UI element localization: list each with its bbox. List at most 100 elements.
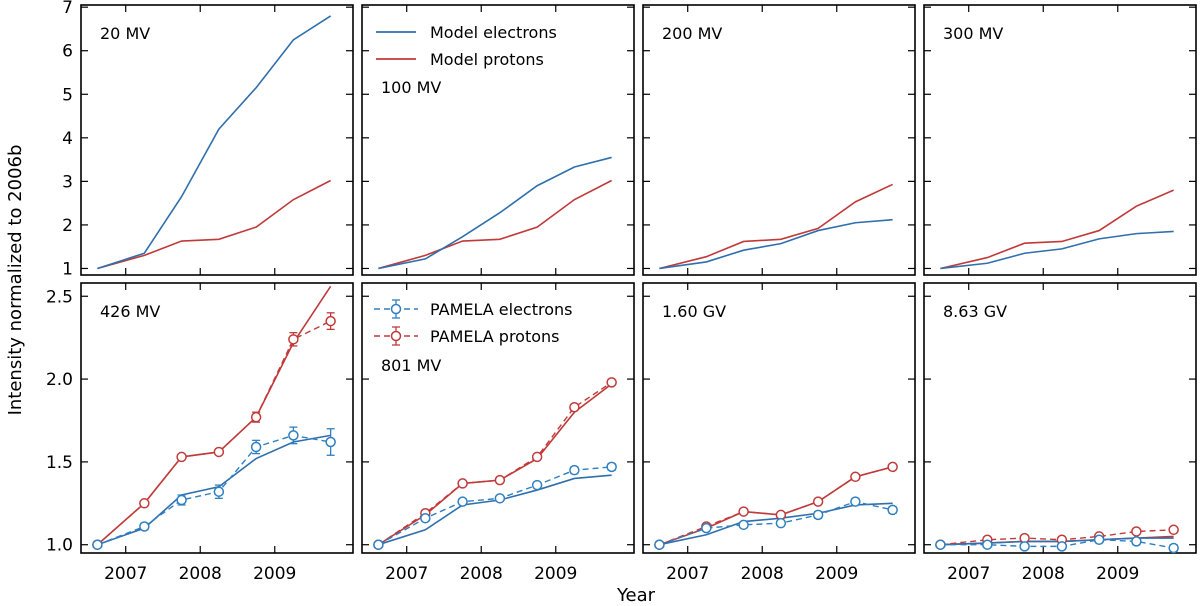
panel-label: 1.60 GV (662, 302, 726, 321)
pamela-protons-point (1131, 526, 1142, 537)
x-tick-label: 2007 (947, 564, 990, 584)
y-tick-label: 5 (62, 85, 73, 105)
model-protons-line (940, 189, 1174, 270)
legend-label: Model electrons (430, 23, 557, 42)
pamela-electrons-point (1019, 541, 1030, 552)
pamela-protons-point (494, 474, 506, 486)
panel-frame (642, 4, 916, 276)
pamela-electrons-point (325, 436, 336, 448)
pamela-electrons-point (494, 493, 506, 504)
x-tick-label: 2007 (666, 564, 709, 584)
pamela-electrons-point (213, 486, 225, 497)
legend-model: Model electrons Model protons (376, 23, 557, 69)
x-tick-label: 2009 (253, 564, 296, 584)
pamela-electrons-point (531, 479, 543, 491)
pamela-protons-point (1168, 524, 1179, 536)
panel-4: 300 MV (923, 4, 1197, 276)
model-protons-line (659, 183, 893, 270)
pamela-protons-point (213, 446, 225, 458)
pamela-protons-point (887, 461, 898, 473)
pamela-electrons-point (701, 522, 712, 534)
x-tick-label: 2008 (460, 564, 503, 584)
panel-label: 426 MV (100, 302, 160, 321)
y-tick-label: 2.5 (46, 287, 73, 307)
y-tick-label: 7 (62, 0, 73, 18)
pamela-electrons-point (935, 539, 946, 550)
y-tick-label: 1 (62, 259, 73, 279)
model-protons-line (378, 179, 613, 270)
pamela-electrons-point (139, 521, 150, 532)
panel-frame (642, 282, 916, 554)
panels: 1 2 3 4 5 6 7 20 MV 100 MV Model electrons Model p… (46, 0, 1197, 584)
pamela-electrons-point (457, 496, 468, 507)
panel-label: 300 MV (943, 24, 1003, 43)
legend-pamela: PAMELA electrons PAMELA protons (374, 299, 573, 346)
y-tick-label: 1.5 (46, 453, 73, 473)
pamela-protons-point (457, 478, 468, 489)
y-tick-label: 3 (62, 172, 73, 192)
pamela-protons-point (738, 506, 749, 517)
pamela-electrons-point (887, 504, 898, 516)
legend-label: PAMELA protons (430, 327, 560, 346)
x-tick-label: 2008 (741, 564, 784, 584)
panel-frame (80, 4, 354, 276)
x-tick-label: 2009 (534, 564, 577, 584)
panel-frame (923, 4, 1197, 276)
panel-7: 2007 2008 2009 1.60 GV (642, 282, 916, 584)
y-tick-label: 2 (62, 216, 73, 236)
x-tick-label: 2008 (1022, 564, 1065, 584)
y-tick-label: 1.0 (46, 536, 73, 556)
legend-marker (390, 330, 402, 342)
x-tick-label: 2008 (179, 564, 222, 584)
panel-frame (361, 4, 635, 276)
panel-8: 2007 2008 2009 8.63 GV (923, 282, 1197, 584)
pamela-electrons-point (850, 496, 861, 507)
panel-1: 1 2 3 4 5 6 7 20 MV (62, 0, 354, 279)
y-tick-label: 6 (62, 42, 73, 62)
pamela-electrons-point (373, 539, 384, 550)
pamela-protons-point (531, 451, 543, 463)
pamela-electrons-point (420, 512, 431, 524)
pamela-protons-point (606, 377, 617, 388)
pamela-electrons-point (288, 430, 299, 441)
pamela-protons-point (139, 498, 150, 509)
pamela-protons-point (325, 315, 336, 327)
model-protons-line (97, 179, 332, 270)
pamela-electrons-point (1056, 541, 1068, 552)
pamela-electrons-point (250, 441, 262, 453)
panel-label: 8.63 GV (943, 302, 1007, 321)
model-electrons-line (940, 230, 1174, 270)
panel-label: 200 MV (662, 24, 722, 43)
pamela-protons-point (850, 471, 861, 483)
pamela-electrons-point (92, 539, 103, 550)
legend-label: Model protons (430, 50, 544, 69)
model-electrons-line (659, 218, 893, 270)
panel-2: 100 MV Model electrons Model protons (361, 4, 635, 276)
pamela-electrons-point (775, 517, 787, 529)
pamela-electrons-point (1093, 534, 1105, 545)
x-axis-title: Year (616, 585, 656, 606)
x-tick-label: 2009 (1096, 564, 1139, 584)
x-tick-label: 2007 (104, 564, 147, 584)
panel-frame (923, 282, 1197, 554)
y-tick-label: 2.0 (46, 370, 73, 390)
panel-label: 20 MV (100, 24, 150, 43)
legend-marker (390, 303, 402, 315)
pamela-electrons-point (569, 464, 580, 476)
pamela-electrons-point (982, 539, 993, 550)
pamela-protons-point (250, 411, 262, 423)
model-electrons-line (378, 156, 612, 270)
pamela-electrons-point (738, 519, 749, 531)
pamela-electrons-point (606, 461, 617, 473)
pamela-electrons-point (1168, 542, 1179, 554)
model-electrons-line (97, 15, 332, 270)
x-tick-label: 2007 (385, 564, 428, 584)
x-tick-label: 2009 (815, 564, 858, 584)
legend-label: PAMELA electrons (430, 300, 573, 319)
panel-frame (361, 282, 635, 554)
pamela-protons-point (569, 401, 580, 413)
panel-5: 2007 2008 2009 1.0 1.5 2.0 2.5 426 MV (46, 282, 354, 584)
pamela-protons-point (288, 334, 299, 345)
